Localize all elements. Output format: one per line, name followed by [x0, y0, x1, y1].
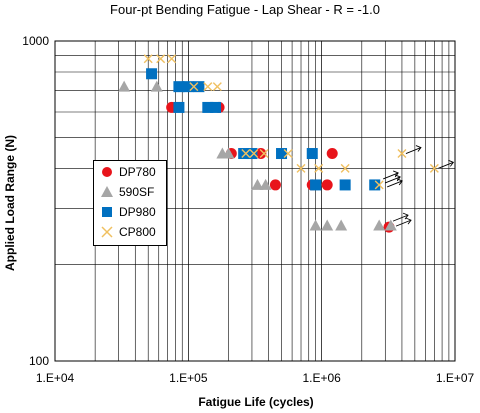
dp980-point — [340, 179, 351, 190]
x-axis-ticks: 1.E+04 1.E+05 1.E+06 1.E+07 — [36, 371, 475, 385]
dp980-point — [210, 102, 221, 113]
590sf-point — [321, 220, 333, 231]
dp980-point — [146, 68, 157, 79]
cp800-point — [204, 83, 212, 91]
chart-title: Four-pt Bending Fatigue - Lap Shear - R … — [110, 2, 380, 17]
dp980-point — [193, 81, 204, 92]
dp980-point — [173, 102, 184, 113]
y-tick-label: 1000 — [22, 34, 49, 48]
legend-item-cp800: CP800 — [100, 223, 156, 241]
dp980-point — [246, 148, 257, 159]
legend-triangle-marker — [100, 185, 114, 199]
legend-square-marker — [100, 205, 114, 219]
dp780-point — [327, 148, 338, 159]
legend-item-590sf: 590SF — [100, 183, 154, 201]
cp800-point — [168, 55, 176, 63]
y-tick-label: 100 — [29, 354, 49, 368]
x-tick-label: 1.E+04 — [36, 371, 75, 385]
cp800-point — [213, 83, 221, 91]
590sf-point — [373, 220, 385, 231]
legend-label: CP800 — [119, 223, 156, 241]
legend-circle-marker — [100, 165, 114, 179]
dp980-point — [276, 148, 287, 159]
dp980-point — [307, 148, 318, 159]
legend-item-dp980: DP980 — [100, 203, 156, 221]
legend-item-dp780: DP780 — [100, 163, 156, 181]
590sf-point — [310, 220, 322, 231]
legend-label: DP780 — [119, 163, 156, 181]
runout-arrows — [383, 146, 453, 227]
legend-x-marker — [100, 225, 114, 239]
legend-label: 590SF — [119, 183, 154, 201]
dp980-point — [310, 179, 321, 190]
dp980-point — [183, 81, 194, 92]
x-tick-label: 1.E+06 — [302, 371, 341, 385]
legend-label: DP980 — [119, 203, 156, 221]
dp780-point — [322, 179, 333, 190]
legend: DP780 590SF DP980 CP800 — [93, 160, 167, 246]
dp780-point — [270, 179, 281, 190]
590sf-point — [260, 179, 272, 190]
x-axis-label: Fatigue Life (cycles) — [198, 395, 313, 409]
y-axis-ticks: 100 1000 — [22, 34, 49, 368]
x-tick-label: 1.E+07 — [436, 371, 475, 385]
dp980-point — [173, 81, 184, 92]
590sf-point — [118, 81, 130, 92]
y-axis-label: Applied Load Range (N) — [3, 135, 17, 271]
590sf-point — [335, 220, 347, 231]
cp800-point — [157, 55, 165, 63]
590sf-point — [151, 81, 163, 92]
x-tick-label: 1.E+05 — [169, 371, 208, 385]
